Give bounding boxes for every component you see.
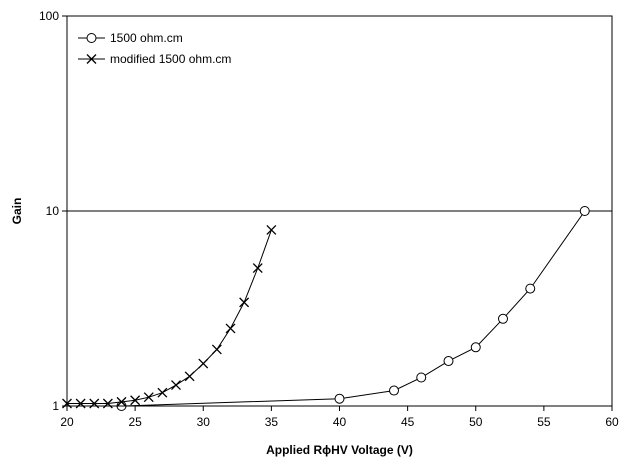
x-marker (116, 396, 127, 407)
legend-entry: 1500 ohm.cm (78, 31, 183, 45)
x-tick-label: 35 (265, 415, 279, 429)
x-axis-title: Applied RɸHV Voltage (V) (266, 443, 413, 457)
x-tick-label: 20 (60, 415, 74, 429)
x-tick-label: 40 (333, 415, 347, 429)
x-marker (252, 263, 263, 273)
x-tick-label: 45 (401, 415, 415, 429)
x-tick-label: 55 (537, 415, 551, 429)
x-marker (239, 297, 250, 308)
circle-marker (498, 313, 508, 324)
y-tick-label: 100 (39, 9, 59, 23)
y-axis-title: Gain (10, 198, 24, 225)
x-tick-label: 60 (605, 415, 619, 429)
x-marker (171, 380, 181, 391)
circle-marker (579, 206, 590, 216)
y-tick-label: 1 (52, 399, 59, 413)
circle-marker (334, 393, 345, 404)
circle-marker (389, 385, 399, 396)
legend-entry: modified 1500 ohm.cm (78, 52, 231, 66)
x-marker (86, 54, 97, 64)
x-tick-label: 30 (197, 415, 211, 429)
x-marker (143, 392, 154, 403)
x-tick-label: 50 (469, 415, 483, 429)
series-line (121, 210, 586, 407)
x-marker (225, 323, 236, 334)
circle-marker (443, 356, 454, 367)
circle-marker (525, 283, 536, 294)
series-layer (62, 206, 590, 411)
legend-label: modified 1500 ohm.cm (110, 52, 231, 66)
x-marker (266, 224, 277, 235)
circle-marker (470, 342, 481, 353)
series-1 (116, 206, 590, 411)
axes: 20 25 30 35 40 45 50 55 60 1 10 100 (39, 9, 619, 429)
x-tick-label: 25 (128, 415, 142, 429)
x-marker (157, 387, 168, 398)
x-marker (130, 395, 141, 406)
legend-label: 1500 ohm.cm (110, 31, 183, 45)
circle-marker (416, 372, 427, 383)
x-marker (184, 371, 195, 382)
x-marker (211, 344, 222, 355)
series-2 (62, 224, 277, 409)
legend: 1500 ohm.cm modified 1500 ohm.cm (78, 31, 231, 66)
series-line (67, 229, 272, 404)
y-tick-label: 10 (46, 204, 60, 218)
circle-marker (86, 33, 97, 43)
x-marker (198, 358, 209, 369)
